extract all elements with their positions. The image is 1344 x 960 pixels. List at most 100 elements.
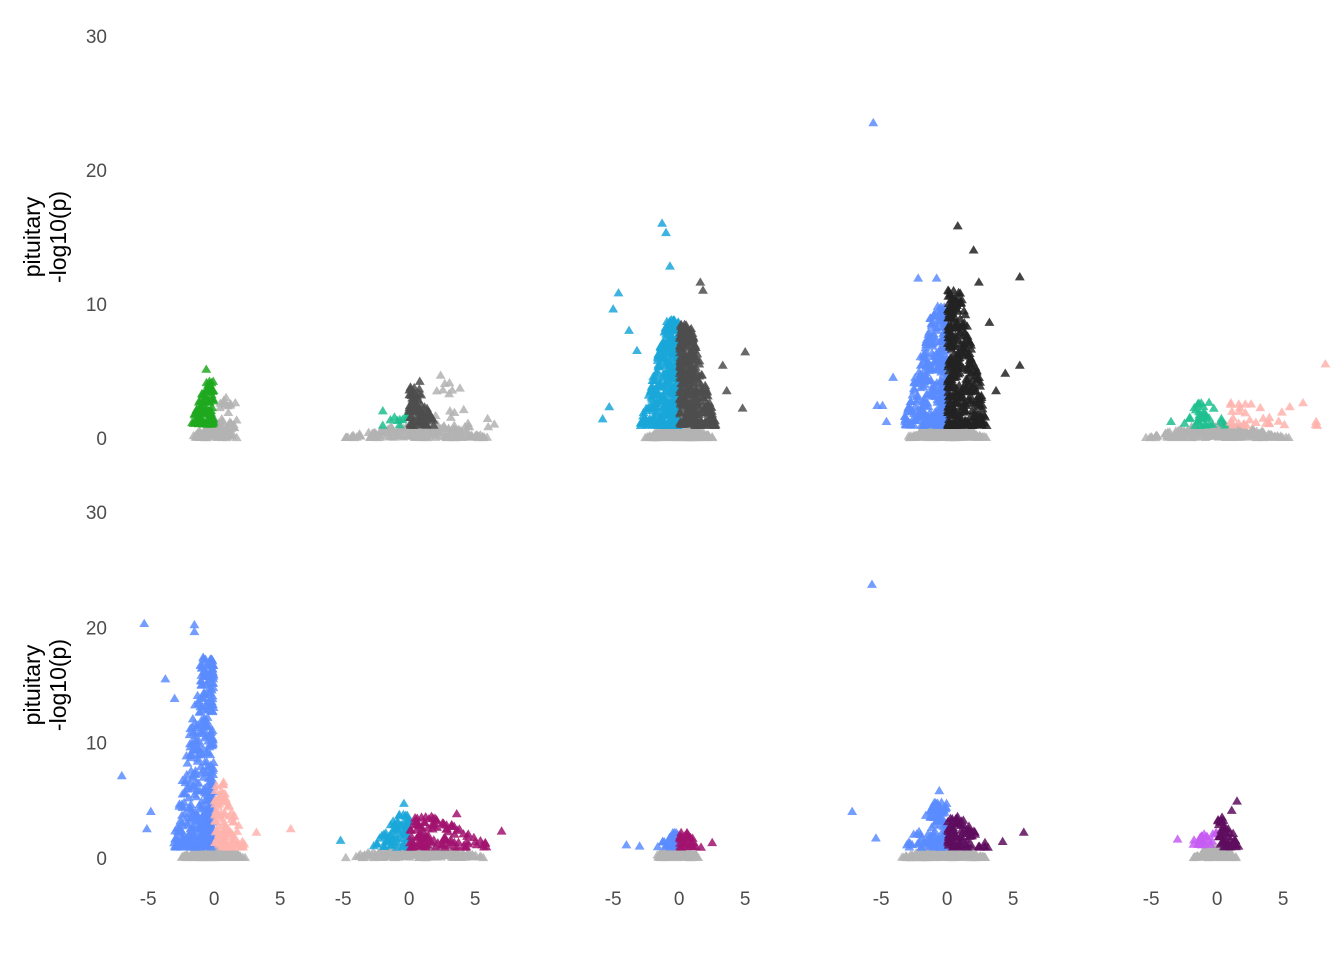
data-point: [220, 788, 230, 798]
data-point: [194, 706, 205, 716]
data-point: [231, 432, 242, 442]
data-point: [695, 277, 706, 286]
data-point: [461, 837, 472, 846]
data-point: [911, 829, 922, 838]
data-point: [695, 429, 705, 438]
data-point: [189, 741, 200, 750]
data-point: [665, 261, 675, 270]
data-point: [432, 822, 442, 831]
data-point: [1227, 849, 1238, 858]
data-point: [681, 323, 691, 332]
data-point: [942, 338, 953, 347]
data-point: [435, 370, 446, 379]
data-point: [203, 846, 214, 856]
data-point: [496, 826, 507, 835]
data-point: [458, 404, 469, 414]
data-point: [198, 744, 209, 753]
data-point: [675, 385, 686, 394]
series-blue: [621, 827, 684, 851]
data-point: [958, 851, 969, 861]
data-point: [1199, 829, 1210, 838]
data-point: [707, 420, 718, 430]
data-point: [455, 383, 465, 392]
data-point: [194, 736, 204, 745]
data-point: [401, 815, 412, 824]
data-point: [1172, 834, 1183, 843]
series-purple_dark: [943, 811, 1029, 851]
data-point: [440, 834, 451, 844]
data-point: [200, 786, 211, 795]
data-point: [417, 419, 428, 429]
data-point: [428, 420, 439, 429]
data-point: [452, 847, 463, 856]
data-point: [1182, 425, 1193, 435]
data-point: [613, 288, 624, 297]
data-point: [251, 827, 262, 836]
y-axis-title-line1: pituitary: [19, 644, 45, 725]
data-point: [1200, 410, 1211, 419]
data-point: [203, 685, 213, 694]
y-tick-label: 30: [86, 503, 107, 524]
data-point: [929, 847, 939, 856]
data-point: [654, 396, 665, 405]
data-point: [943, 313, 954, 322]
data-point: [195, 660, 206, 669]
data-point: [222, 842, 233, 851]
data-point: [1184, 412, 1195, 421]
data-point: [943, 285, 953, 294]
panel-r2-c2: [335, 798, 507, 862]
data-point: [947, 308, 957, 317]
data-point: [960, 385, 971, 395]
data-point: [597, 414, 608, 423]
data-point: [700, 389, 710, 399]
data-point: [695, 384, 706, 393]
data-point: [909, 385, 920, 394]
series-blue: [868, 117, 952, 430]
data-point: [683, 389, 693, 398]
data-point: [943, 329, 954, 338]
data-point: [1014, 272, 1025, 281]
data-point: [177, 810, 187, 819]
data-point: [203, 380, 213, 389]
series-cyan: [597, 218, 684, 430]
data-point: [423, 813, 434, 823]
data-point: [737, 403, 748, 412]
data-point: [936, 365, 947, 374]
data-point: [453, 424, 464, 434]
series-cyan: [335, 798, 414, 851]
data-point: [139, 618, 150, 628]
data-point: [1206, 431, 1217, 440]
data-point: [688, 838, 699, 847]
data-point: [660, 347, 671, 357]
x-tick-label: 5: [1278, 889, 1289, 910]
data-point: [681, 833, 692, 842]
data-point: [943, 407, 953, 417]
data-point: [141, 823, 152, 833]
data-point: [211, 780, 222, 789]
data-point: [169, 693, 180, 703]
data-point: [393, 825, 404, 835]
series-magenta: [674, 827, 718, 851]
data-point: [218, 395, 229, 404]
data-point: [1218, 418, 1229, 427]
data-point: [208, 757, 219, 766]
data-point: [439, 842, 450, 851]
data-point: [411, 817, 422, 826]
data-point: [205, 790, 216, 799]
data-point: [975, 381, 985, 390]
data-point: [405, 842, 416, 851]
data-point: [199, 721, 210, 731]
data-point: [687, 408, 698, 418]
data-point: [197, 431, 208, 441]
data-point: [643, 390, 654, 399]
data-point: [652, 841, 663, 851]
data-point: [422, 407, 433, 416]
data-point: [661, 227, 671, 237]
data-point: [218, 777, 229, 786]
data-point: [686, 403, 697, 413]
series-dark_gray: [404, 376, 439, 430]
series-not_significant: [1141, 420, 1294, 442]
data-point: [203, 747, 214, 757]
series-not_significant: [340, 420, 493, 442]
